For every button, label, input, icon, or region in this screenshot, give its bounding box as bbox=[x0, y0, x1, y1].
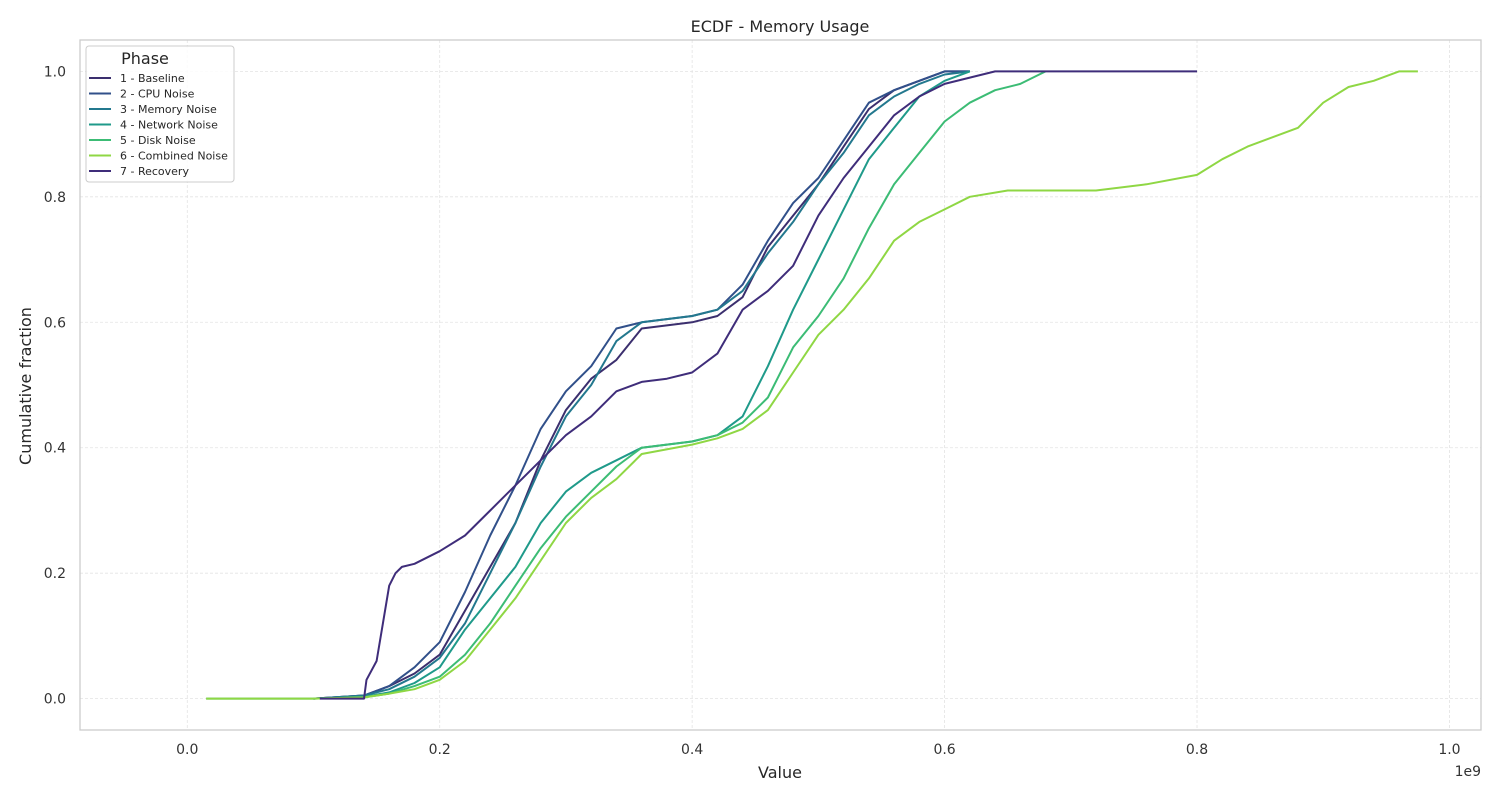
plot-area-frame bbox=[79, 39, 1482, 731]
legend-entry: 4 - Network Noise bbox=[120, 119, 218, 132]
x-axis-label: Value bbox=[758, 763, 802, 782]
series-line-6 bbox=[206, 70, 1418, 700]
x-tick-label: 0.6 bbox=[933, 742, 955, 758]
legend-entry: 1 - Baseline bbox=[120, 72, 185, 85]
y-axis-label: Cumulative fraction bbox=[16, 307, 35, 465]
legend-box bbox=[85, 45, 235, 183]
legend-title: Phase bbox=[121, 49, 169, 68]
series-line-7 bbox=[319, 70, 1197, 700]
legend-entry: 7 - Recovery bbox=[120, 165, 189, 178]
x-axis-offset-label: 1e9 bbox=[1455, 764, 1481, 780]
y-tick-label: 1.0 bbox=[44, 64, 66, 80]
series-line-5 bbox=[206, 70, 1047, 700]
series-line-3 bbox=[313, 70, 970, 700]
series-layer bbox=[206, 70, 1418, 700]
y-tick-label: 0.4 bbox=[44, 441, 66, 457]
x-tick-label: 0.8 bbox=[1186, 742, 1208, 758]
chart-title: ECDF - Memory Usage bbox=[691, 17, 870, 36]
x-tick-label: 1.0 bbox=[1438, 742, 1460, 758]
y-tick-label: 0.6 bbox=[44, 315, 66, 331]
x-tick-label: 0.4 bbox=[681, 742, 703, 758]
legend-entry: 3 - Memory Noise bbox=[120, 103, 217, 116]
legend: Phase 1 - Baseline 2 - CPU Noise 3 - Memory… bbox=[85, 45, 235, 183]
legend-entry: 2 - CPU Noise bbox=[120, 88, 195, 101]
x-tick-label: 0.2 bbox=[429, 742, 451, 758]
y-tick-label: 0.8 bbox=[44, 190, 66, 206]
series-line-1 bbox=[313, 70, 970, 700]
y-axis-ticks: 0.0 0.2 0.4 0.6 0.8 1.0 bbox=[44, 64, 66, 707]
y-tick-label: 0.2 bbox=[44, 566, 66, 582]
grid-layer bbox=[80, 40, 1481, 730]
legend-entry: 5 - Disk Noise bbox=[120, 134, 196, 147]
x-axis-ticks: 0.0 0.2 0.4 0.6 0.8 1.0 bbox=[176, 742, 1460, 758]
legend-entry: 6 - Combined Noise bbox=[120, 150, 228, 163]
y-tick-label: 0.0 bbox=[44, 692, 66, 708]
x-tick-label: 0.0 bbox=[176, 742, 198, 758]
